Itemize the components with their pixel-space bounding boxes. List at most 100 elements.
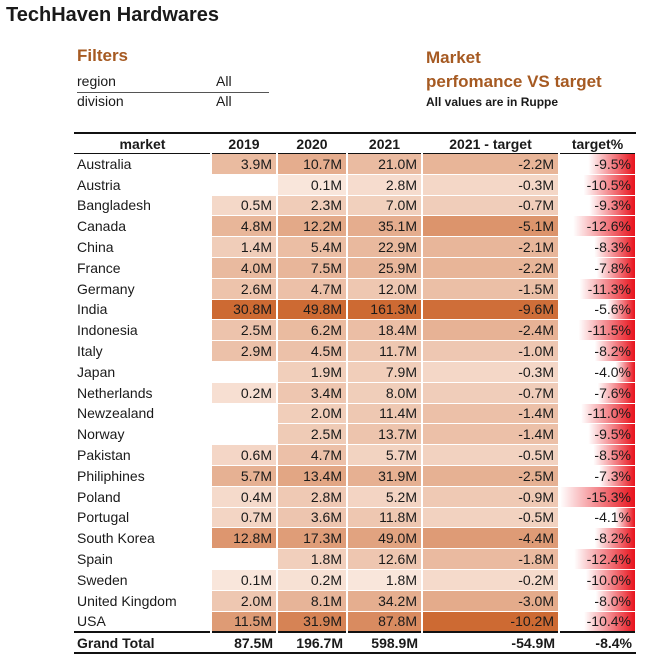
filter-division[interactable]: division All xyxy=(77,92,269,112)
diff-target-cell: -1.4M xyxy=(422,423,560,446)
table-row[interactable]: Indonesia 2.5M 6.2M 18.4M -2.4M -11.5% xyxy=(74,319,637,342)
value-2019-cell: 1.4M xyxy=(211,236,278,258)
table-row[interactable]: China 1.4M 5.4M 22.9M -2.1M -8.3% xyxy=(74,236,637,258)
table-row[interactable]: Canada 4.8M 12.2M 35.1M -5.1M -12.6% xyxy=(74,215,637,238)
target-pct-cell: -7.8% xyxy=(559,257,637,279)
target-pct-cell: -8.5% xyxy=(559,444,637,466)
target-pct-cell: -10.4% xyxy=(559,611,637,633)
table-row[interactable]: Philiphines 5.7M 13.4M 31.9M -2.5M -7.3% xyxy=(74,465,637,487)
value-2020-cell: 49.8M xyxy=(277,299,348,321)
table-row[interactable]: United Kingdom 2.0M 8.1M 34.2M -3.0M -8.0% xyxy=(74,590,637,612)
target-pct-cell: -11.3% xyxy=(559,278,637,300)
filters-heading: Filters xyxy=(77,46,129,65)
value-2021-cell: 31.9M xyxy=(347,465,423,487)
value-2020-cell: 10.7M xyxy=(277,153,348,175)
market-cell: Norway xyxy=(74,423,212,446)
value-2021-cell: 11.8M xyxy=(347,507,423,529)
col-header-market[interactable]: market xyxy=(74,132,211,154)
col-header-2019[interactable]: 2019 xyxy=(211,132,277,154)
filter-region-label: region xyxy=(77,73,116,89)
target-pct-cell: -7.6% xyxy=(559,382,637,404)
table-row[interactable]: Italy 2.9M 4.5M 11.7M -1.0M -8.2% xyxy=(74,340,637,362)
value-2020-cell: 3.4M xyxy=(277,382,348,404)
total-target-pct-cell: -8.4% xyxy=(559,631,636,654)
diff-target-cell: -1.8M xyxy=(422,548,560,570)
filter-division-value[interactable]: All xyxy=(216,93,232,109)
col-header-target-pct[interactable]: target% xyxy=(559,132,636,154)
value-2019-cell: 3.9M xyxy=(211,153,278,175)
value-2021-cell: 49.0M xyxy=(347,527,423,550)
value-2021-cell: 22.9M xyxy=(347,236,423,258)
diff-target-cell: -0.7M xyxy=(422,195,560,217)
value-2019-cell xyxy=(211,403,278,425)
table-row[interactable]: Sweden 0.1M 0.2M 1.8M -0.2M -10.0% xyxy=(74,569,637,591)
report-heading: Market perfomance VS target xyxy=(426,46,602,94)
filter-region[interactable]: region All xyxy=(77,72,269,93)
value-2020-cell: 6.2M xyxy=(277,319,348,342)
target-pct-cell: -4.0% xyxy=(559,361,637,383)
app-title: TechHaven Hardwares xyxy=(6,4,220,26)
diff-target-cell: -0.7M xyxy=(422,382,560,404)
diff-target-cell: -2.1M xyxy=(422,236,560,258)
col-header-2021[interactable]: 2021 xyxy=(347,132,422,154)
table-row[interactable]: India 30.8M 49.8M 161.3M -9.6M -5.6% xyxy=(74,299,637,321)
table-row[interactable]: Spain 1.8M 12.6M -1.8M -12.4% xyxy=(74,548,637,570)
table-row[interactable]: Japan 1.9M 7.9M -0.3M -4.0% xyxy=(74,361,637,383)
target-pct-cell: -7.3% xyxy=(559,465,637,487)
value-2020-cell: 0.2M xyxy=(277,569,348,591)
col-header-2021-target[interactable]: 2021 - target xyxy=(422,132,559,154)
value-2019-cell: 12.8M xyxy=(211,527,278,550)
table-row[interactable]: South Korea 12.8M 17.3M 49.0M -4.4M -8.2% xyxy=(74,527,637,550)
value-2021-cell: 2.8M xyxy=(347,174,423,196)
target-pct-cell: -9.3% xyxy=(559,195,637,217)
diff-target-cell: -2.4M xyxy=(422,319,560,342)
market-cell: Bangladesh xyxy=(74,195,212,217)
target-pct-cell: -8.2% xyxy=(559,527,637,550)
value-2020-cell: 2.8M xyxy=(277,486,348,508)
value-2021-cell: 87.8M xyxy=(347,611,423,633)
value-2019-cell xyxy=(211,548,278,570)
table-row[interactable]: Poland 0.4M 2.8M 5.2M -0.9M -15.3% xyxy=(74,486,637,508)
value-2021-cell: 18.4M xyxy=(347,319,423,342)
grand-total-row: Grand Total 87.5M 196.7M 598.9M -54.9M -8.4% xyxy=(74,631,636,654)
total-value-2021-cell: 598.9M xyxy=(347,631,422,654)
market-cell: Newzealand xyxy=(74,403,212,425)
value-2020-cell: 5.4M xyxy=(277,236,348,258)
diff-target-cell: -0.5M xyxy=(422,444,560,466)
table-row[interactable]: Germany 2.6M 4.7M 12.0M -1.5M -11.3% xyxy=(74,278,637,300)
value-2020-cell: 2.5M xyxy=(277,423,348,446)
market-cell: Portugal xyxy=(74,507,212,529)
value-2021-cell: 34.2M xyxy=(347,590,423,612)
value-2019-cell: 2.6M xyxy=(211,278,278,300)
table-row[interactable]: Portugal 0.7M 3.6M 11.8M -0.5M -4.1% xyxy=(74,507,637,529)
table-body: Australia 3.9M 10.7M 21.0M -2.2M -9.5% Austria… xyxy=(74,153,637,654)
market-cell: China xyxy=(74,236,212,258)
target-pct-cell: -5.6% xyxy=(559,299,637,321)
value-2019-cell: 4.8M xyxy=(211,215,278,238)
value-2021-cell: 5.7M xyxy=(347,444,423,466)
col-header-2020[interactable]: 2020 xyxy=(277,132,347,154)
value-2019-cell: 11.5M xyxy=(211,611,278,633)
market-cell: United Kingdom xyxy=(74,590,212,612)
table-row[interactable]: Australia 3.9M 10.7M 21.0M -2.2M -9.5% xyxy=(74,153,637,175)
table-row[interactable]: Netherlands 0.2M 3.4M 8.0M -0.7M -7.6% xyxy=(74,382,637,404)
table-row[interactable]: USA 11.5M 31.9M 87.8M -10.2M -10.4% xyxy=(74,611,637,633)
diff-target-cell: -10.2M xyxy=(422,611,560,633)
total-market-cell: Grand Total xyxy=(74,631,211,654)
diff-target-cell: -1.5M xyxy=(422,278,560,300)
value-2019-cell: 0.4M xyxy=(211,486,278,508)
market-cell: Canada xyxy=(74,215,212,238)
table-row[interactable]: Newzealand 2.0M 11.4M -1.4M -11.0% xyxy=(74,403,637,425)
market-performance-table: market 2019 2020 2021 2021 - target targ… xyxy=(74,132,637,654)
table-row[interactable]: Norway 2.5M 13.7M -1.4M -9.5% xyxy=(74,423,637,446)
value-2020-cell: 8.1M xyxy=(277,590,348,612)
table-row[interactable]: France 4.0M 7.5M 25.9M -2.2M -7.8% xyxy=(74,257,637,279)
table-row[interactable]: Bangladesh 0.5M 2.3M 7.0M -0.7M -9.3% xyxy=(74,195,637,217)
filter-region-value[interactable]: All xyxy=(216,73,232,89)
diff-target-cell: -0.3M xyxy=(422,174,560,196)
diff-target-cell: -0.3M xyxy=(422,361,560,383)
value-2019-cell: 4.0M xyxy=(211,257,278,279)
table-row[interactable]: Pakistan 0.6M 4.7M 5.7M -0.5M -8.5% xyxy=(74,444,637,466)
table-row[interactable]: Austria 0.1M 2.8M -0.3M -10.5% xyxy=(74,174,637,196)
value-2021-cell: 11.4M xyxy=(347,403,423,425)
